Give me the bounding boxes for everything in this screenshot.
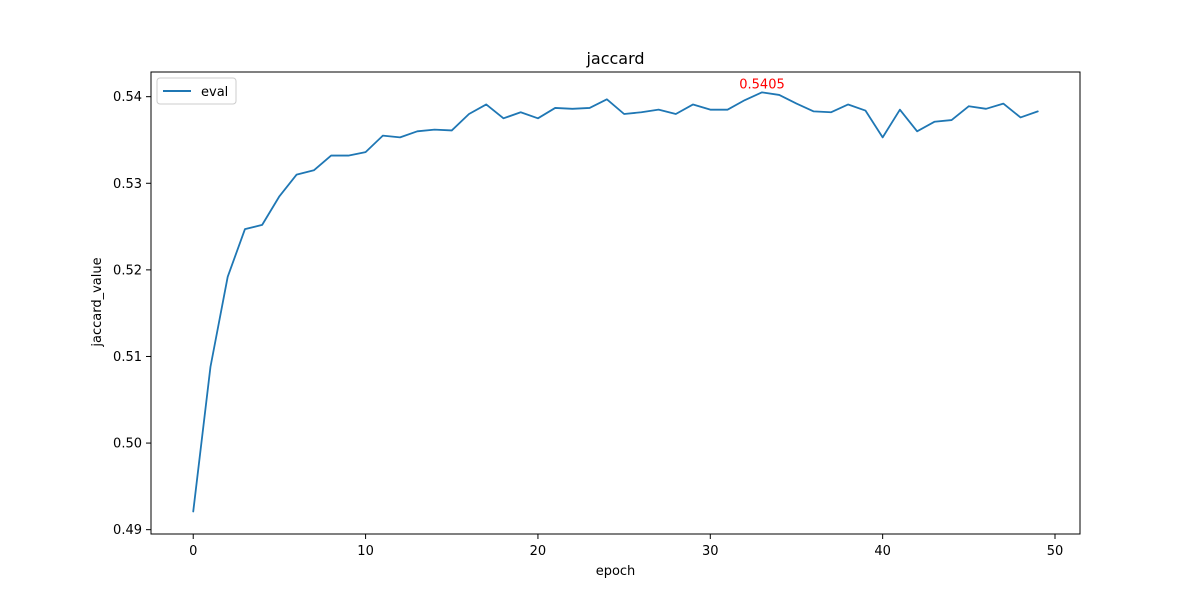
x-tick-label: 30 <box>702 544 719 559</box>
legend-box <box>156 77 237 105</box>
x-tick-label: 0 <box>189 544 197 559</box>
y-tick-label: 0.50 <box>113 437 142 452</box>
max-value-annotation: 0.5405 <box>739 77 785 92</box>
series-line-eval <box>192 91 1039 513</box>
y-tick-label: 0.53 <box>113 177 142 192</box>
x-tick-label: 40 <box>874 544 891 559</box>
plot-frame <box>150 71 1081 535</box>
y-tick-label: 0.54 <box>113 90 142 105</box>
legend: eval <box>156 77 237 105</box>
y-tick-label: 0.51 <box>113 350 142 365</box>
x-tick-label: 20 <box>530 544 547 559</box>
axis-ticks: 0 10 20 30 40 50 0.49 0.50 0.51 0.52 0.53 0.54 <box>113 90 1063 559</box>
y-tick-label: 0.52 <box>113 263 142 278</box>
x-axis-label: epoch <box>596 564 636 579</box>
x-tick-label: 50 <box>1047 544 1064 559</box>
series-lines <box>192 91 1039 513</box>
chart-title: jaccard <box>585 49 644 68</box>
x-tick-label: 10 <box>357 544 374 559</box>
legend-label-eval: eval <box>201 85 228 100</box>
y-tick-label: 0.49 <box>113 523 142 538</box>
y-axis-label: jaccard_value <box>90 257 105 347</box>
annotations: 0.5405 <box>739 77 785 92</box>
